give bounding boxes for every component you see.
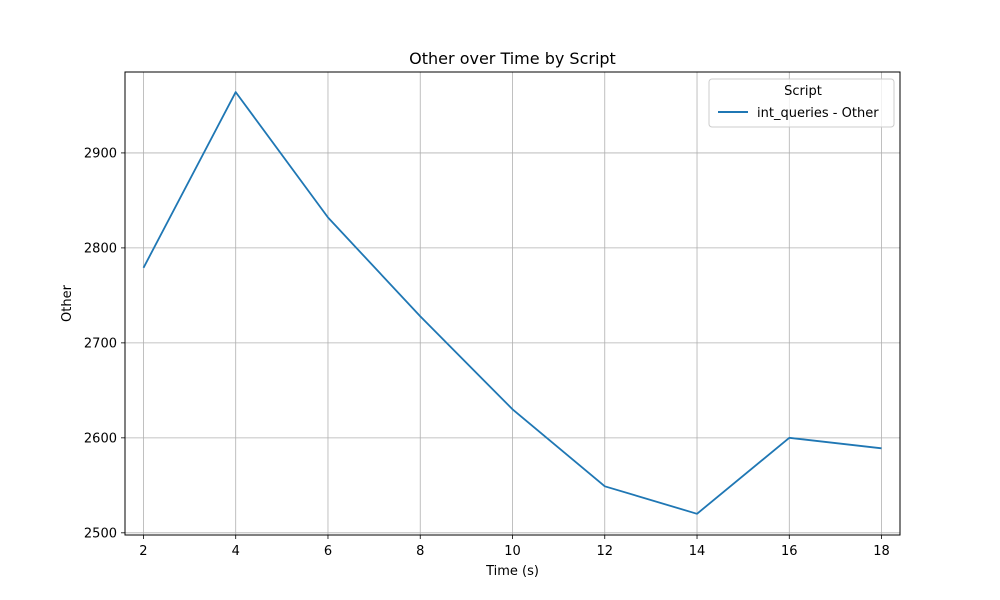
x-tick-label: 2 bbox=[139, 544, 147, 559]
x-tick-label: 6 bbox=[324, 544, 332, 559]
gridlines bbox=[125, 72, 900, 535]
data-point bbox=[140, 265, 146, 271]
series-line bbox=[142, 91, 882, 515]
y-axis-ticks: 2500 2600 2700 2800 2900 bbox=[84, 146, 125, 541]
data-point bbox=[602, 483, 608, 489]
legend-box bbox=[708, 78, 895, 128]
y-tick-label: 2900 bbox=[84, 146, 117, 161]
x-tick-label: 16 bbox=[781, 544, 798, 559]
legend-title: Script bbox=[784, 84, 822, 99]
data-point bbox=[325, 215, 331, 221]
chart-title: Other over Time by Script bbox=[409, 49, 616, 68]
legend-entry-label: int_queries - Other bbox=[757, 106, 879, 121]
data-point bbox=[786, 435, 792, 441]
y-tick-label: 2700 bbox=[84, 336, 117, 351]
data-point bbox=[694, 511, 700, 517]
data-point bbox=[233, 89, 239, 95]
x-tick-label: 8 bbox=[416, 544, 424, 559]
y-tick-label: 2500 bbox=[84, 526, 117, 541]
legend: Script int_queries - Other bbox=[708, 78, 895, 128]
data-point bbox=[879, 445, 885, 451]
data-point bbox=[510, 406, 516, 412]
x-tick-label: 18 bbox=[873, 544, 890, 559]
x-tick-label: 12 bbox=[596, 544, 613, 559]
series-layer bbox=[140, 89, 885, 517]
data-point bbox=[417, 313, 423, 319]
x-tick-label: 10 bbox=[504, 544, 521, 559]
x-tick-label: 14 bbox=[689, 544, 706, 559]
x-tick-label: 4 bbox=[232, 544, 240, 559]
y-tick-label: 2600 bbox=[84, 431, 117, 446]
y-axis-label: Other bbox=[60, 284, 75, 322]
x-axis-label: Time (s) bbox=[485, 564, 539, 579]
y-tick-label: 2800 bbox=[84, 241, 117, 256]
x-axis-ticks: 2 4 6 8 10 12 14 16 18 bbox=[139, 535, 890, 559]
